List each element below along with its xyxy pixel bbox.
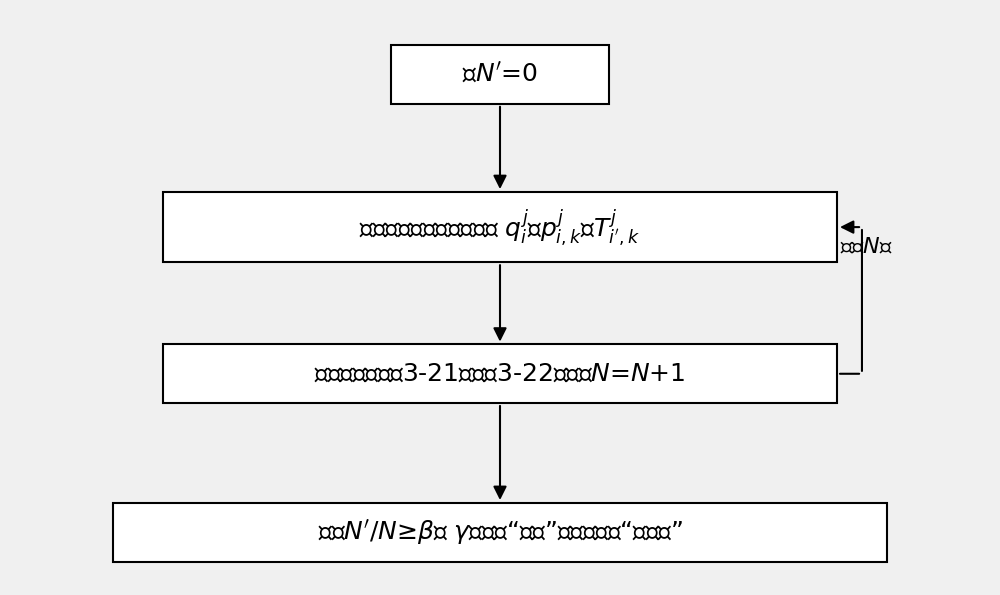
FancyBboxPatch shape: [391, 45, 609, 104]
Text: 重复$N$次: 重复$N$次: [840, 237, 893, 258]
Text: 如果$N'$/$N$≥$\beta$或 $\gamma$，返回“成立”，否则返回“不成立”: 如果$N'$/$N$≥$\beta$或 $\gamma$，返回“成立”，否则返回…: [318, 518, 682, 547]
FancyBboxPatch shape: [113, 503, 887, 562]
Text: 置$N'$=0: 置$N'$=0: [462, 62, 538, 87]
FancyBboxPatch shape: [163, 192, 837, 262]
Text: 如果满足公式（3-21）、（3-22），则$N$=$N$+1: 如果满足公式（3-21）、（3-22），则$N$=$N$+1: [314, 362, 686, 386]
FancyBboxPatch shape: [163, 345, 837, 403]
Text: 由概率分布生成随即变量 $q_i^j$、$p_{i,k}^j$、$T_{i',k}^j$: 由概率分布生成随即变量 $q_i^j$、$p_{i,k}^j$、$T_{i',k…: [359, 206, 641, 248]
